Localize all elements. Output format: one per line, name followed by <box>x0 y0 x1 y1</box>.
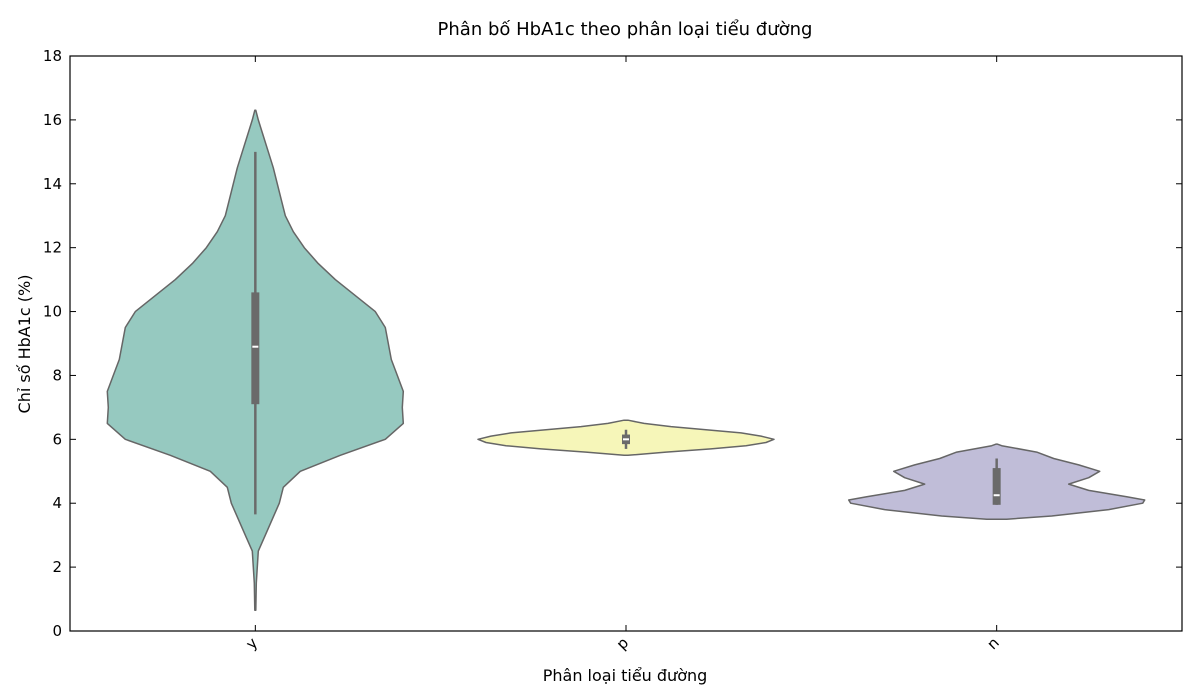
boxes-layer <box>251 151 1001 515</box>
y-tick-label: 18 <box>43 47 62 65</box>
y-tick-label: 16 <box>43 111 62 129</box>
y-tick-label: 0 <box>52 622 62 640</box>
y-tick-label: 2 <box>52 558 62 576</box>
y-tick-label: 4 <box>52 494 62 512</box>
y-tick-label: 10 <box>43 303 62 321</box>
plot-frame <box>69 55 1183 632</box>
violins-layer <box>106 109 1146 611</box>
y-axis-label: Chỉ số HbA1c (%) <box>15 275 34 414</box>
y-tick-label: 12 <box>43 239 62 257</box>
y-tick-label: 8 <box>52 366 62 384</box>
y-tick-label: 14 <box>43 175 62 193</box>
x-axis-label: Phân loại tiểu đường <box>543 666 708 685</box>
y-ticks-layer: 0 2 4 6 8 10 12 14 16 18 <box>43 47 1182 640</box>
x-tick-label-p: p <box>613 634 632 653</box>
iqr-box-n <box>992 468 1001 505</box>
y-tick-label: 6 <box>52 430 62 448</box>
iqr-box-y <box>251 292 260 405</box>
x-tick-label-n: n <box>983 634 1002 653</box>
chart-title: Phân bố HbA1c theo phân loại tiểu đường <box>438 19 813 40</box>
x-tick-label-y: y <box>242 634 261 653</box>
